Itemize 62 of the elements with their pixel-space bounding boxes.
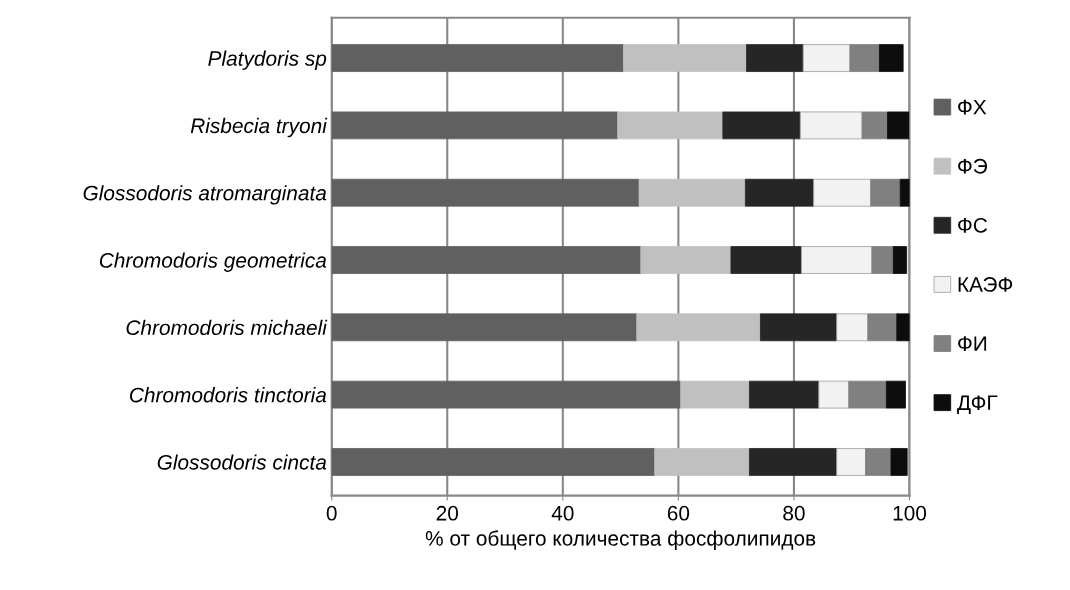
bar [849, 44, 880, 72]
y-tick-label: Glossodoris cincta [157, 454, 327, 470]
bar [680, 380, 750, 409]
bar [331, 448, 656, 476]
bar [730, 246, 802, 274]
y-tick-label: Chromodoris tinctoria [130, 387, 327, 403]
bar [760, 313, 838, 342]
y-tick-label: Chromodoris geometrica [99, 252, 327, 272]
bar [749, 448, 838, 476]
bar [885, 380, 906, 409]
bar [801, 246, 873, 274]
bar [871, 246, 894, 274]
bar [867, 313, 898, 342]
bar [722, 111, 801, 140]
bar [331, 111, 619, 140]
bar [865, 448, 892, 476]
bar [617, 111, 724, 140]
bar [331, 44, 624, 72]
bar [799, 111, 863, 140]
bar [861, 111, 888, 140]
bar [802, 44, 851, 72]
bar [331, 313, 638, 342]
bar [623, 44, 747, 72]
legend-label: ДФГ [957, 395, 998, 415]
bar [870, 178, 901, 207]
bar [879, 44, 904, 72]
legend-label: ФХ [958, 99, 987, 115]
y-tick-label: Chromodoris michaeli [126, 319, 328, 336]
bar [848, 380, 887, 409]
bar [744, 178, 815, 207]
bar [813, 178, 872, 207]
bar [331, 178, 640, 207]
bar [836, 313, 869, 342]
x-tick-label: 60 [667, 505, 690, 521]
bar [331, 380, 682, 409]
bar [836, 448, 867, 476]
bar [890, 448, 908, 476]
x-tick-label: 100 [893, 505, 927, 521]
legend-label: ФС [958, 217, 988, 233]
x-tick-label: 80 [783, 505, 805, 521]
x-tick-label: 40 [551, 505, 574, 521]
y-tick-label: Glossodoris atromarginata [83, 185, 327, 205]
bar [636, 313, 761, 342]
x-axis-title: % от общего количества фосфолипидов [425, 530, 816, 550]
bar [749, 380, 820, 409]
bar [746, 44, 804, 72]
legend-label: КАЭФ [958, 277, 1013, 292]
bar [818, 380, 850, 409]
x-tick-label: 0 [326, 505, 337, 521]
bar [638, 178, 746, 207]
bar [899, 178, 910, 207]
bar [640, 246, 732, 274]
bar [892, 246, 908, 274]
bar [887, 111, 910, 140]
legend-label: ФИ [958, 336, 987, 351]
y-tick-label: Risbecia tryoni [190, 117, 328, 138]
y-tick-label: Platydoris sp [208, 50, 327, 70]
legend-label: ФЭ [958, 158, 988, 174]
bar [896, 313, 910, 342]
bar [654, 448, 750, 476]
bar [331, 246, 642, 274]
x-tick-label: 20 [436, 505, 459, 521]
